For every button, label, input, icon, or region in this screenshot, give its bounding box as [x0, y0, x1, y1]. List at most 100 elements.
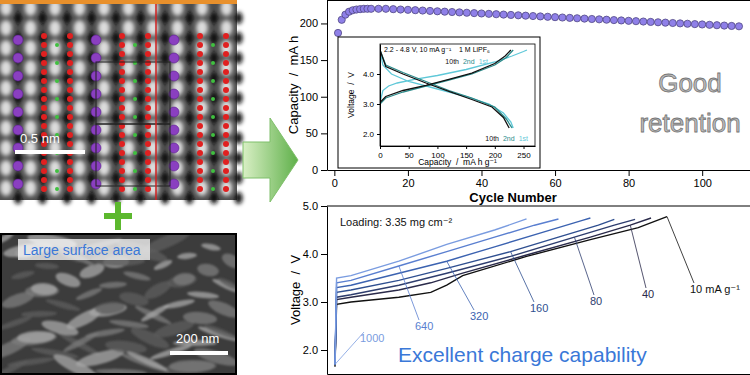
sem-grain: [123, 270, 152, 283]
atom-o: [145, 186, 151, 192]
tick: 2.0: [303, 344, 327, 356]
tem-column-dark: [161, 12, 169, 24]
sem-grain: [177, 252, 198, 260]
atom-o: [145, 141, 151, 147]
tick-label: 3.0: [363, 100, 375, 109]
atom-o: [119, 114, 125, 120]
tem-column-dark: [186, 152, 194, 164]
atom-tm: [13, 53, 23, 63]
tem-column-bright: [74, 40, 86, 56]
atom-tm: [13, 179, 23, 189]
atom-o: [197, 42, 203, 48]
atom-o: [197, 114, 203, 120]
tem-column-bright: [74, 100, 86, 116]
series-label: 10th: [485, 135, 499, 142]
tem-column-bright: [0, 60, 12, 76]
tem-column-dark: [186, 132, 194, 144]
sem-border: [1, 234, 236, 374]
tick-label: 80: [623, 177, 635, 189]
atom-o: [41, 69, 47, 75]
tem-column-dark: [137, 152, 145, 164]
plus-bar: [115, 202, 121, 230]
sem-grain: [95, 301, 126, 316]
atom-o: [197, 150, 203, 156]
axis: 020406080100: [328, 170, 750, 189]
sem-grain: [21, 310, 57, 317]
axis: [328, 374, 750, 375]
atom-o: [197, 87, 203, 93]
axis-line: [327, 207, 328, 375]
atom-li: [211, 115, 215, 119]
data-point: [537, 13, 544, 20]
atom-o: [145, 132, 151, 138]
tem-column-dark: [161, 92, 169, 104]
atom-li: [133, 79, 137, 83]
data-point: [412, 7, 419, 14]
tick-mark: [702, 170, 703, 176]
tem-column-dark: [112, 32, 120, 44]
sem-grain: [17, 330, 56, 344]
tem-column-dark: [112, 12, 120, 24]
tem-column-dark: [137, 112, 145, 124]
atom-o: [145, 168, 151, 174]
data-point: [610, 16, 617, 23]
tick: 40: [476, 170, 488, 189]
axis: 2.03.04.05.0: [303, 200, 328, 374]
atom-o: [145, 51, 151, 57]
unit-cell: [96, 62, 170, 124]
series-label: 2nd: [503, 135, 515, 142]
cycling-chart: 020406080100050100150200Cycle NumberCapa…: [286, 1, 750, 206]
data-point: [493, 11, 500, 18]
sem-grain: [201, 242, 222, 252]
tem-column-dark: [210, 92, 218, 104]
atom-o: [67, 42, 73, 48]
tem-column-dark: [39, 12, 47, 24]
atom-o: [223, 69, 229, 75]
data-point: [625, 17, 632, 24]
atom-o: [197, 168, 203, 174]
data-point: [566, 14, 573, 21]
atom-o: [119, 42, 125, 48]
atom-li: [211, 79, 215, 83]
tem-column-dark: [161, 112, 169, 124]
sem-grain: [217, 276, 237, 293]
tem-column-dark: [186, 192, 194, 204]
atom-o: [145, 69, 151, 75]
plus-sign: [104, 202, 132, 230]
atom-o: [119, 132, 125, 138]
series-line: [380, 50, 511, 128]
plot-area: [380, 50, 527, 128]
atom-o: [223, 114, 229, 120]
atom-tm: [13, 89, 23, 99]
atom-li: [133, 97, 137, 101]
tem-column-bright: [196, 20, 208, 36]
tem-column-bright: [74, 180, 86, 196]
atom-tm: [13, 35, 23, 45]
tem-column-bright: [221, 100, 233, 116]
data-point: [632, 18, 639, 25]
atom-o: [67, 105, 73, 111]
tem-column-bright: [74, 80, 86, 96]
top-bar: [0, 0, 237, 4]
data-point: [500, 11, 507, 18]
atom-o: [145, 78, 151, 84]
tem-column-bright: [221, 60, 233, 76]
tem-atoms: [13, 33, 229, 192]
atom-o: [197, 105, 203, 111]
atom-o: [223, 51, 229, 57]
atom-o: [119, 159, 125, 165]
atom-o: [41, 168, 47, 174]
tick-mark: [321, 170, 327, 171]
tick-mark: [321, 302, 327, 303]
tem-column-dark: [161, 32, 169, 44]
tick: 50: [306, 127, 327, 139]
atom-li: [133, 43, 137, 47]
atom-o: [41, 78, 47, 84]
axis-line: [380, 45, 381, 147]
data-point: [640, 18, 647, 25]
tem-column-dark: [14, 192, 22, 204]
tem-column-bright: [74, 120, 86, 136]
atom-o: [119, 186, 125, 192]
tem-column-dark: [161, 72, 169, 84]
unit-cell: [96, 124, 170, 186]
